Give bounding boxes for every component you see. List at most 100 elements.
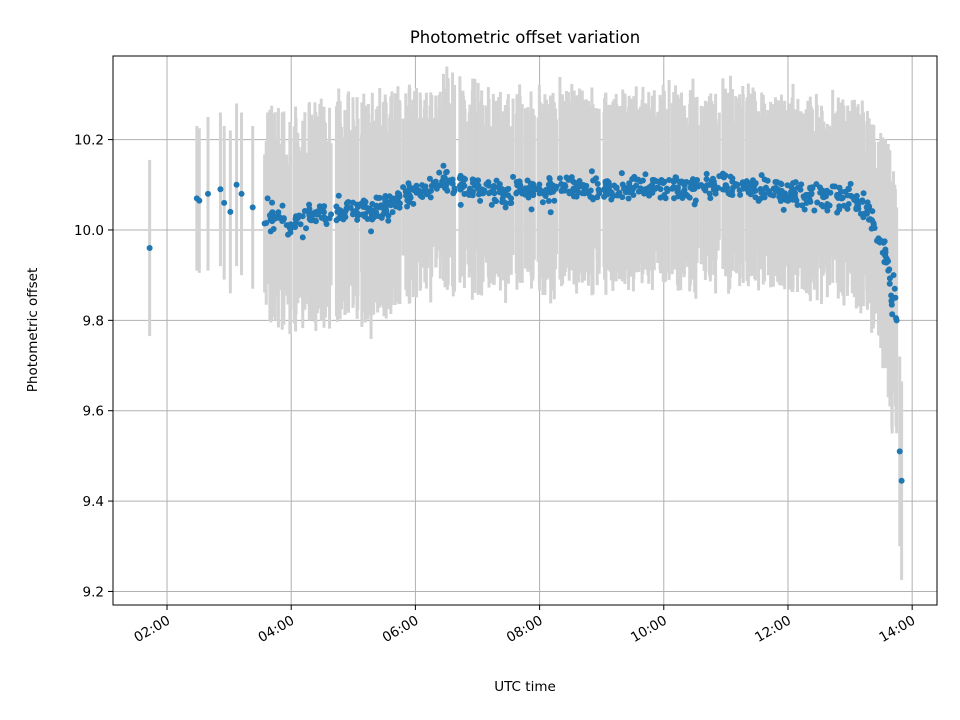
data-point [898,477,905,484]
data-point [679,189,686,196]
data-point [382,203,389,210]
data-point [440,162,447,169]
data-point [368,228,375,235]
data-point [703,170,710,177]
data-point [602,181,609,188]
data-point [382,196,389,203]
data-point [196,197,203,204]
data-point [798,181,805,188]
data-point [404,203,411,210]
data-point [891,285,898,292]
data-point [611,182,618,189]
data-point [748,187,755,194]
data-point [374,195,381,202]
data-point [303,225,310,232]
data-point [358,211,365,218]
data-point [722,182,729,189]
data-point [780,206,787,213]
data-point [547,209,554,216]
data-point [540,190,547,197]
data-point [646,192,653,199]
data-point [483,181,490,188]
data-point [845,201,852,208]
data-point [847,180,854,187]
data-point [275,209,282,216]
data-point [761,176,768,183]
data-point [809,184,816,191]
data-point [364,215,371,222]
data-point [382,209,389,216]
data-point [777,197,784,204]
data-point [268,210,275,217]
data-point [299,213,306,220]
data-point [565,176,572,183]
data-point [618,170,625,177]
data-point [706,190,713,197]
data-point [629,175,636,182]
data-point [797,186,804,193]
data-point [404,197,411,204]
data-point [297,221,304,228]
data-point [551,197,558,204]
data-point [457,183,464,190]
data-point [886,280,893,287]
y-tick-label: 10.2 [74,133,104,149]
data-point [707,195,714,202]
data-point [264,195,271,202]
data-point [536,186,543,193]
data-point [306,205,313,212]
data-point [490,186,497,193]
data-point [621,185,628,192]
data-point [335,206,342,213]
data-point [410,200,417,207]
data-point [424,191,431,198]
data-point [609,193,616,200]
data-point [889,311,896,318]
data-point [293,213,300,220]
data-point [525,194,532,201]
data-point [674,184,681,191]
data-point [678,178,685,185]
data-point [293,219,300,226]
data-point [510,173,517,180]
data-point [340,216,347,223]
y-tick-label: 9.6 [83,404,104,420]
data-point [386,193,393,200]
data-point [205,190,212,197]
data-point [146,245,153,252]
data-point [829,183,836,190]
data-point [593,175,600,182]
data-point [263,219,270,226]
data-point [426,175,433,182]
data-point [513,190,520,197]
data-point [814,199,821,206]
data-point [283,222,290,229]
data-point [279,202,286,209]
data-point [860,214,867,221]
data-point [640,187,647,194]
data-point [321,215,328,222]
data-point [344,199,351,206]
data-point [443,169,450,176]
data-point [868,225,875,232]
data-point [775,186,782,193]
plot-frame [112,55,938,606]
data-point [227,208,234,215]
data-point [794,201,801,208]
data-point [885,267,892,274]
data-point [427,187,434,194]
data-point [776,193,783,200]
data-point [836,203,843,210]
data-point [488,201,495,208]
data-points [146,162,905,484]
data-point [233,181,240,188]
data-point [440,182,447,189]
y-axis-label: Photometric offset [25,268,41,392]
data-point [389,209,396,216]
data-point [804,191,811,198]
data-point [507,200,514,207]
data-point [395,200,402,207]
data-point [270,226,277,233]
data-point [692,180,699,187]
